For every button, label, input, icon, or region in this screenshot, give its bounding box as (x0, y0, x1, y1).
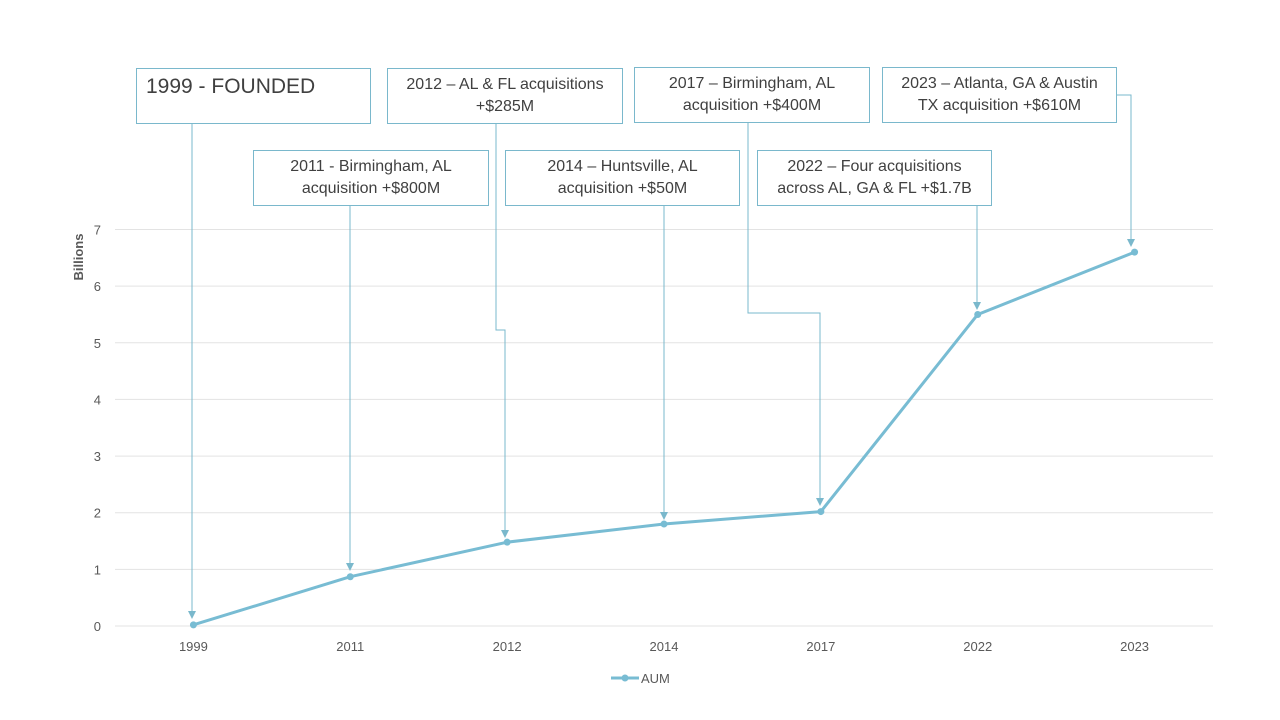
legend: AUM (611, 671, 670, 686)
connector-arrowhead (973, 302, 981, 310)
y-axis-label: Billions (71, 234, 86, 281)
data-point-2017 (817, 508, 825, 516)
callout-1999-text: 1999 - FOUNDED (146, 75, 316, 98)
y-tick-label: 1 (94, 562, 101, 577)
connector-arrowhead (501, 530, 509, 538)
callout-connectors (188, 94, 1135, 619)
x-tick-label: 2023 (1120, 639, 1149, 654)
callout-2014-text: 2014 – Huntsville, AL acquisition +$50M (547, 158, 698, 197)
x-axis-ticks: 1999 2011 2012 2014 2017 2022 2023 (179, 639, 1149, 654)
legend-label-aum: AUM (641, 671, 670, 686)
data-point-2014 (660, 520, 668, 528)
connector-arrowhead (816, 498, 824, 506)
callout-2012: 2012 – AL & FL acquisitions +$285M (387, 68, 623, 124)
x-tick-label: 2022 (963, 639, 992, 654)
callout-2023: 2023 – Atlanta, GA & Austin TX acquisiti… (882, 67, 1117, 123)
x-tick-label: 1999 (179, 639, 208, 654)
x-tick-label: 2014 (650, 639, 679, 654)
callout-2017-text: 2017 – Birmingham, AL acquisition +$400M (668, 75, 836, 114)
legend-point-marker (621, 674, 629, 682)
x-tick-label: 2017 (806, 639, 835, 654)
callout-2023-text: 2023 – Atlanta, GA & Austin TX acquisiti… (901, 75, 1098, 114)
connector-2023 (1117, 94, 1132, 246)
connector-2017 (747, 123, 821, 505)
callout-2011-text: 2011 - Birmingham, AL acquisition +$800M (290, 158, 452, 197)
connector-2012 (495, 124, 506, 537)
y-tick-label: 5 (94, 336, 101, 351)
y-tick-label: 0 (94, 619, 101, 634)
y-tick-label: 4 (94, 392, 101, 407)
y-tick-label: 2 (94, 506, 101, 521)
data-point-2012 (503, 538, 511, 546)
callout-2011: 2011 - Birmingham, AL acquisition +$800M (253, 150, 489, 206)
callout-2014: 2014 – Huntsville, AL acquisition +$50M (505, 150, 740, 206)
data-point-2023 (1131, 248, 1139, 256)
series-aum (189, 248, 1139, 629)
data-point-1999 (189, 621, 197, 629)
callout-2022-text: 2022 – Four acquisitions across AL, GA &… (777, 158, 972, 197)
y-tick-label: 3 (94, 449, 101, 464)
connector-arrowhead (660, 512, 668, 520)
connector-arrowhead (346, 563, 354, 571)
x-tick-label: 2011 (336, 639, 364, 654)
callout-2012-text: 2012 – AL & FL acquisitions +$285M (406, 76, 604, 115)
callout-1999: 1999 - FOUNDED (136, 68, 371, 124)
data-point-2011 (346, 573, 354, 581)
y-tick-label: 7 (94, 223, 101, 238)
callout-2017: 2017 – Birmingham, AL acquisition +$400M (634, 67, 870, 123)
x-tick-label: 2012 (493, 639, 522, 654)
callout-2022: 2022 – Four acquisitions across AL, GA &… (757, 150, 992, 206)
data-point-2022 (974, 310, 982, 318)
y-tick-label: 6 (94, 279, 101, 294)
connector-arrowhead (188, 611, 196, 619)
y-axis-ticks: 0 1 2 3 4 5 6 7 (94, 223, 101, 635)
connector-arrowhead (1127, 239, 1135, 247)
